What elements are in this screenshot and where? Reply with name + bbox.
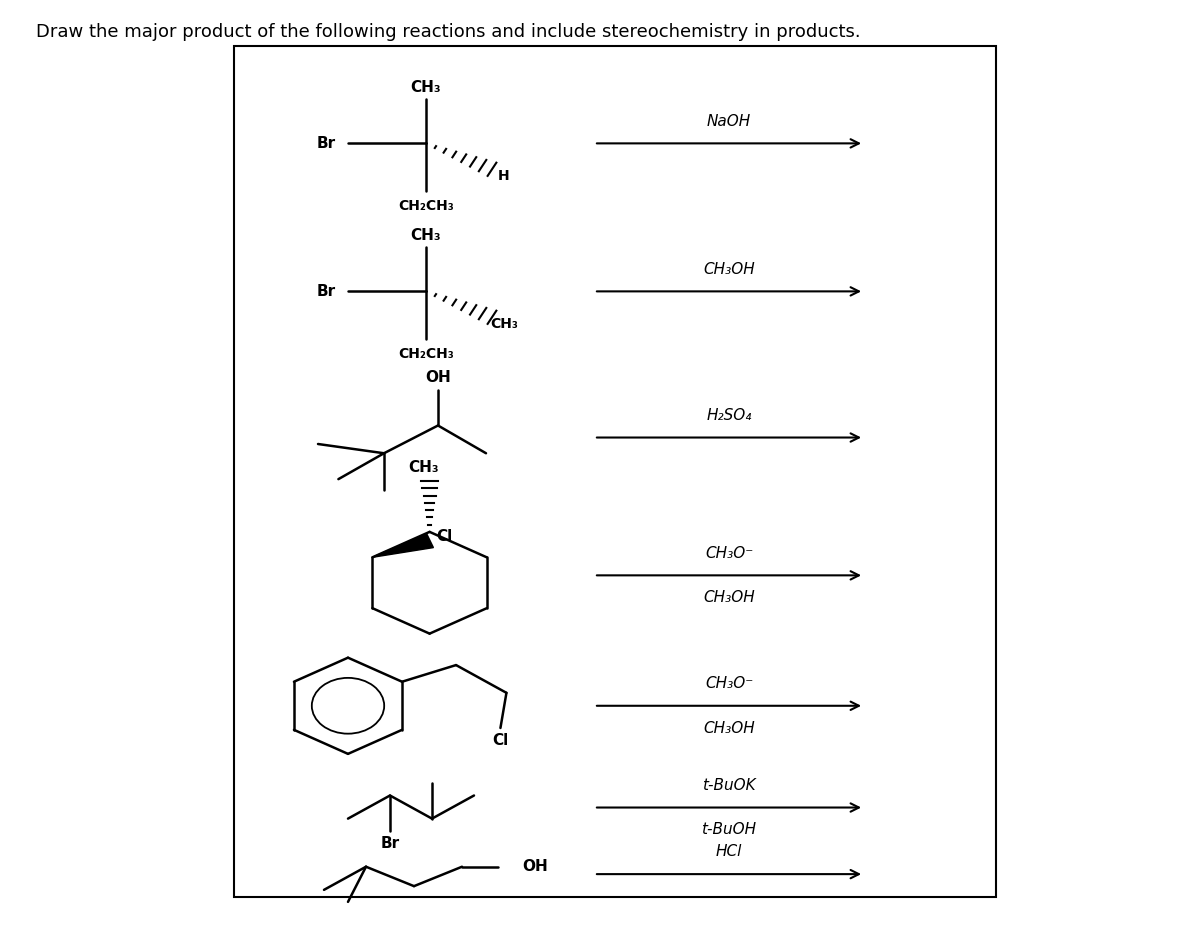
Text: Br: Br	[317, 284, 336, 299]
Text: NaOH: NaOH	[707, 114, 751, 129]
Text: t-BuOK: t-BuOK	[702, 778, 756, 793]
Text: CH₃: CH₃	[490, 316, 518, 331]
Text: Br: Br	[380, 836, 400, 851]
Text: OH: OH	[522, 859, 547, 874]
Bar	[234, 46, 996, 897]
Text: CH₃: CH₃	[410, 228, 442, 243]
Text: Cl: Cl	[492, 734, 509, 748]
Text: CH₃OH: CH₃OH	[703, 590, 755, 605]
Text: CH₃OH: CH₃OH	[703, 721, 755, 735]
Text: CH₃: CH₃	[410, 80, 442, 95]
Text: Draw the major product of the following reactions and include stereochemistry in: Draw the major product of the following …	[36, 23, 860, 41]
Text: CH₃O⁻: CH₃O⁻	[704, 676, 754, 691]
Text: CH₂CH₃: CH₂CH₃	[398, 199, 454, 214]
Polygon shape	[372, 534, 433, 557]
Text: CH₃OH: CH₃OH	[703, 262, 755, 277]
Text: Cl: Cl	[437, 529, 452, 545]
Text: H₂SO₄: H₂SO₄	[707, 408, 751, 423]
Text: Br: Br	[317, 136, 336, 151]
Text: CH₂CH₃: CH₂CH₃	[398, 347, 454, 362]
Text: HCl: HCl	[716, 845, 742, 859]
Text: t-BuOH: t-BuOH	[702, 822, 756, 837]
Text: OH: OH	[425, 370, 451, 385]
Text: H: H	[498, 168, 510, 183]
Text: CH₃O⁻: CH₃O⁻	[704, 546, 754, 561]
Text: CH₃: CH₃	[408, 460, 439, 475]
